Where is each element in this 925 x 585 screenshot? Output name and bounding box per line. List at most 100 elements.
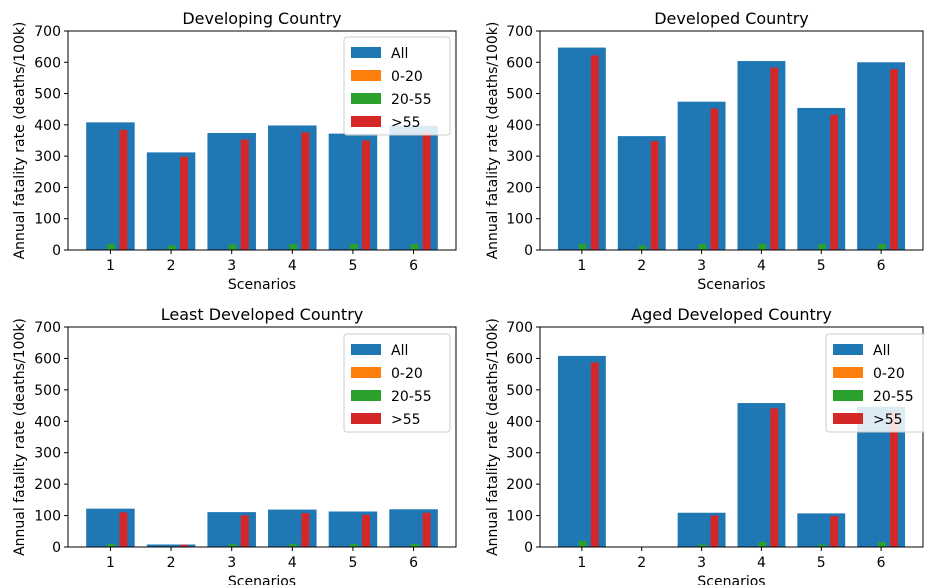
plot-frame [67, 326, 457, 548]
plot-frame [539, 326, 924, 548]
plot-frame [539, 30, 924, 251]
y-tick-label: 500 [34, 87, 61, 103]
y-axis-label: Annual fatality rate (deaths/100k) [12, 22, 28, 260]
bar-over-55-1 [119, 512, 128, 547]
bar-over-55-4 [301, 513, 310, 547]
legend-swatch [351, 47, 381, 58]
legend-label: All [391, 46, 408, 62]
x-tick-label: 5 [348, 258, 357, 274]
y-tick-label: 0 [52, 243, 61, 259]
bar-20-55-4 [758, 541, 767, 547]
panel-developed-country: Developed Country 0 100 200 300 400 500 600 700 1… [485, 9, 924, 293]
x-tick-label: 4 [288, 555, 297, 571]
plot-frame [67, 30, 457, 251]
x-tick-label: 1 [106, 258, 115, 274]
bar-20-55-5 [818, 244, 827, 250]
y-tick-label: 600 [34, 55, 61, 71]
legend-swatch [351, 70, 381, 81]
legend: All 0-20 20-55 >55 [343, 333, 451, 433]
y-axis-label: Annual fatality rate (deaths/100k) [485, 22, 501, 260]
y-tick-label: 100 [34, 212, 61, 228]
legend-label: All [391, 343, 408, 359]
legend-swatch [351, 116, 381, 127]
bar-20-55-6 [878, 541, 886, 547]
x-tick-label: 6 [409, 258, 418, 274]
bar-20-55-5 [818, 544, 827, 547]
bar-over-55-1 [590, 362, 599, 547]
panel-aged-developed-country: Aged Developed Country010020030040050060… [485, 305, 925, 585]
x-tick-label: 4 [288, 258, 297, 274]
y-tick-label: 300 [34, 149, 61, 165]
legend-label: >55 [391, 412, 421, 428]
bar-20-55-1 [107, 543, 116, 547]
x-tick-label: 1 [106, 555, 115, 571]
legend-swatch [351, 390, 381, 401]
bar-20-55-4 [289, 244, 298, 250]
bar-over-55-3 [240, 139, 249, 250]
y-tick-label: 200 [34, 477, 61, 493]
y-tick-label: 400 [34, 414, 61, 430]
y-tick-label: 400 [34, 118, 61, 134]
chart-title: Least Developed Country [161, 305, 364, 324]
legend-label: 0-20 [391, 366, 423, 382]
x-tick-label: 3 [227, 258, 236, 274]
x-axis-label: Scenarios [228, 277, 296, 293]
legend: All 0-20 20-55 >55 [825, 333, 925, 433]
y-tick-label: 700 [506, 320, 533, 336]
x-tick-label: 3 [697, 258, 706, 274]
legend: All 0-20 20-55 >55 [343, 36, 451, 136]
x-tick-label: 2 [637, 555, 646, 571]
bar-20-55-3 [698, 244, 707, 250]
x-tick-label: 5 [817, 258, 826, 274]
bar-over-55-1 [119, 129, 128, 250]
x-axis-label: Scenarios [697, 277, 765, 293]
y-tick-label: 200 [506, 477, 533, 493]
legend-label: 0-20 [873, 366, 905, 382]
bar-over-55-6 [422, 132, 431, 250]
x-tick-label: 4 [757, 555, 766, 571]
x-tick-label: 2 [637, 258, 646, 274]
bar-20-55-4 [758, 243, 767, 250]
bar-over-55-6 [890, 69, 898, 250]
bar-over-55-2 [650, 141, 659, 250]
y-tick-label: 700 [34, 24, 61, 40]
y-tick-label: 500 [34, 383, 61, 399]
legend-swatch [833, 390, 863, 401]
y-tick-label: 300 [506, 446, 533, 462]
x-tick-label: 6 [877, 555, 886, 571]
bar-20-55-4 [289, 543, 298, 547]
bar-20-55-3 [698, 544, 707, 547]
bar-over-55-2 [180, 156, 189, 250]
x-tick-label: 1 [577, 555, 586, 571]
bar-over-55-5 [362, 140, 370, 250]
x-tick-label: 6 [877, 258, 886, 274]
legend-label: >55 [873, 412, 903, 428]
y-tick-label: 700 [34, 320, 61, 336]
legend-swatch [833, 367, 863, 378]
x-tick-label: 1 [577, 258, 586, 274]
bar-over-55-3 [710, 108, 719, 251]
y-tick-label: 300 [506, 149, 533, 165]
chart-title: Developed Country [654, 9, 809, 28]
y-tick-label: 0 [524, 243, 533, 259]
legend-swatch [351, 367, 381, 378]
y-tick-label: 400 [506, 414, 533, 430]
bar-20-55-6 [410, 244, 419, 250]
legend-label: All [873, 343, 890, 359]
bar-20-55-2 [168, 245, 176, 250]
bar-20-55-1 [578, 243, 587, 250]
bar-over-55-1 [590, 55, 599, 250]
chart-title: Aged Developed Country [631, 305, 832, 324]
legend-box [343, 36, 451, 136]
y-tick-label: 600 [34, 351, 61, 367]
bar-over-55-5 [362, 514, 370, 547]
x-tick-label: 3 [697, 555, 706, 571]
x-axis-label: Scenarios [228, 574, 296, 585]
legend-box [343, 333, 451, 433]
bar-over-55-4 [770, 408, 779, 547]
x-tick-label: 5 [817, 555, 826, 571]
bar-all-2 [146, 544, 196, 547]
bar-over-55-6 [890, 412, 898, 547]
legend-swatch [351, 344, 381, 355]
